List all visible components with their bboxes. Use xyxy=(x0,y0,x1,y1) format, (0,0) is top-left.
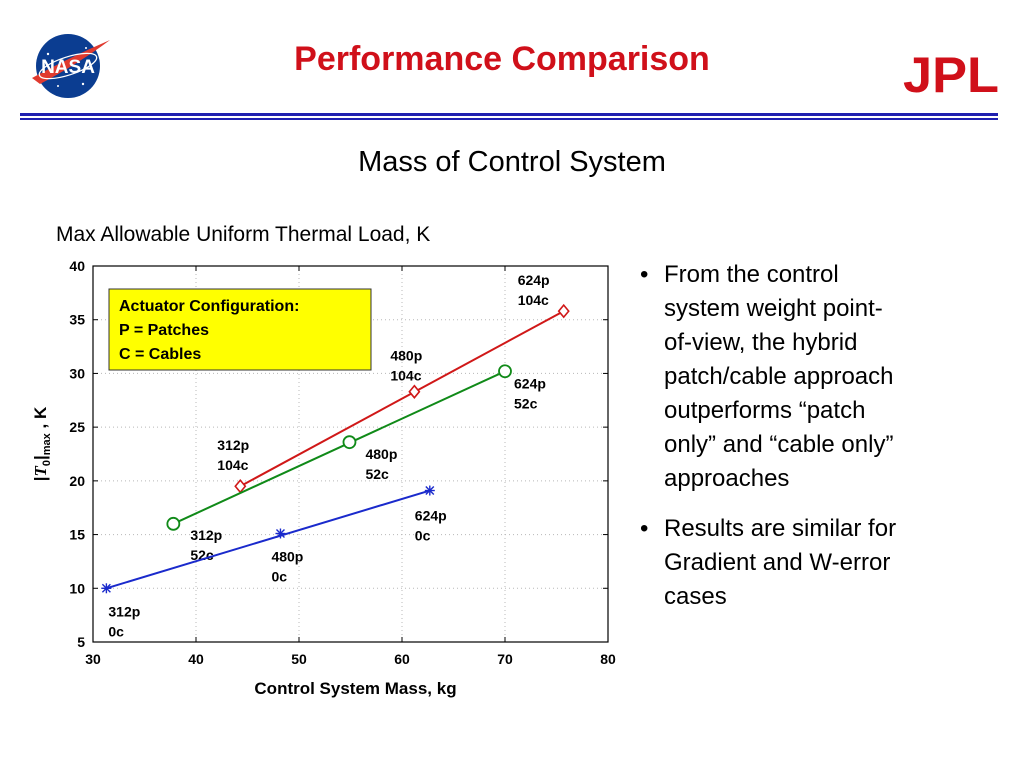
series-line xyxy=(172,370,506,525)
bullet-icon: • xyxy=(640,515,649,542)
x-tick-label: 50 xyxy=(291,651,307,667)
bullet-icon: • xyxy=(640,261,649,288)
svg-text:JPL: JPL xyxy=(903,48,999,96)
plot-frame xyxy=(92,265,609,643)
y-tick-label: 30 xyxy=(69,365,85,381)
legend-box xyxy=(108,288,372,371)
data-label: 312p xyxy=(217,437,249,453)
series-line xyxy=(106,489,431,590)
svg-text:NASA: NASA xyxy=(41,57,95,78)
data-label: 104c xyxy=(390,368,421,384)
bullet-text: From the control system weight point- of… xyxy=(664,261,894,492)
y-tick-label: 15 xyxy=(69,527,85,543)
header-rule-bottom xyxy=(20,118,998,120)
data-point-star xyxy=(275,528,286,539)
data-label: 480p xyxy=(271,548,303,564)
data-label: 480p xyxy=(365,446,397,462)
x-tick-label: 40 xyxy=(188,651,204,667)
data-label: 624p xyxy=(514,375,546,391)
data-label: 0c xyxy=(271,568,287,584)
y-tick-label: 25 xyxy=(69,419,85,435)
slide-subtitle: Mass of Control System xyxy=(358,146,666,178)
legend-text: P = Patches xyxy=(119,322,209,339)
data-point-star xyxy=(101,583,112,594)
x-tick-label: 70 xyxy=(497,651,513,667)
x-tick-label: 80 xyxy=(600,651,616,667)
nasa-logo: NASA xyxy=(32,34,110,98)
data-label: 312p xyxy=(108,603,140,619)
legend-text: C = Cables xyxy=(119,346,201,363)
data-point-circle xyxy=(498,364,512,379)
data-label: 0c xyxy=(108,623,124,639)
bullet-text: Results are similar for Gradient and W-e… xyxy=(664,515,897,610)
y-tick-label: 10 xyxy=(69,580,85,596)
data-label: 624p xyxy=(518,272,550,288)
series-line xyxy=(239,310,565,488)
data-point-diamond xyxy=(408,384,421,399)
legend-text: Actuator Configuration: xyxy=(119,298,299,315)
data-point-star xyxy=(424,485,435,496)
x-axis-label: Control System Mass, kg xyxy=(254,679,456,698)
data-label: 52c xyxy=(190,547,214,563)
data-point-circle xyxy=(166,516,181,531)
y-tick-label: 35 xyxy=(69,312,85,328)
data-label: 624p xyxy=(415,508,447,524)
data-label: 104c xyxy=(217,457,248,473)
data-label: 104c xyxy=(518,292,549,308)
y-tick-label: 5 xyxy=(77,634,85,650)
chart-heading: Max Allowable Uniform Thermal Load, K xyxy=(56,223,431,246)
y-tick-label: 20 xyxy=(69,473,85,489)
data-label: 480p xyxy=(390,348,422,364)
bullet-item: • Results are similar for Gradient and W-… xyxy=(640,512,950,614)
x-tick-label: 30 xyxy=(85,651,101,667)
data-label: 52c xyxy=(514,395,538,411)
data-point-diamond xyxy=(557,303,570,319)
data-label: 52c xyxy=(365,466,389,482)
page-title: Performance Comparison xyxy=(294,40,710,78)
jpl-logo: JPL xyxy=(903,48,999,96)
data-label: 312p xyxy=(190,527,222,543)
bullet-item: • From the control system weight point- o… xyxy=(640,258,950,496)
data-point-circle xyxy=(342,435,357,450)
data-label: 0c xyxy=(415,528,431,544)
y-tick-label: 40 xyxy=(69,258,85,274)
x-tick-label: 60 xyxy=(394,651,410,667)
bullet-list: • From the control system weight point- o… xyxy=(640,258,950,630)
y-axis-label: |T0|max , K xyxy=(31,406,53,481)
header-rule-top xyxy=(20,113,998,116)
